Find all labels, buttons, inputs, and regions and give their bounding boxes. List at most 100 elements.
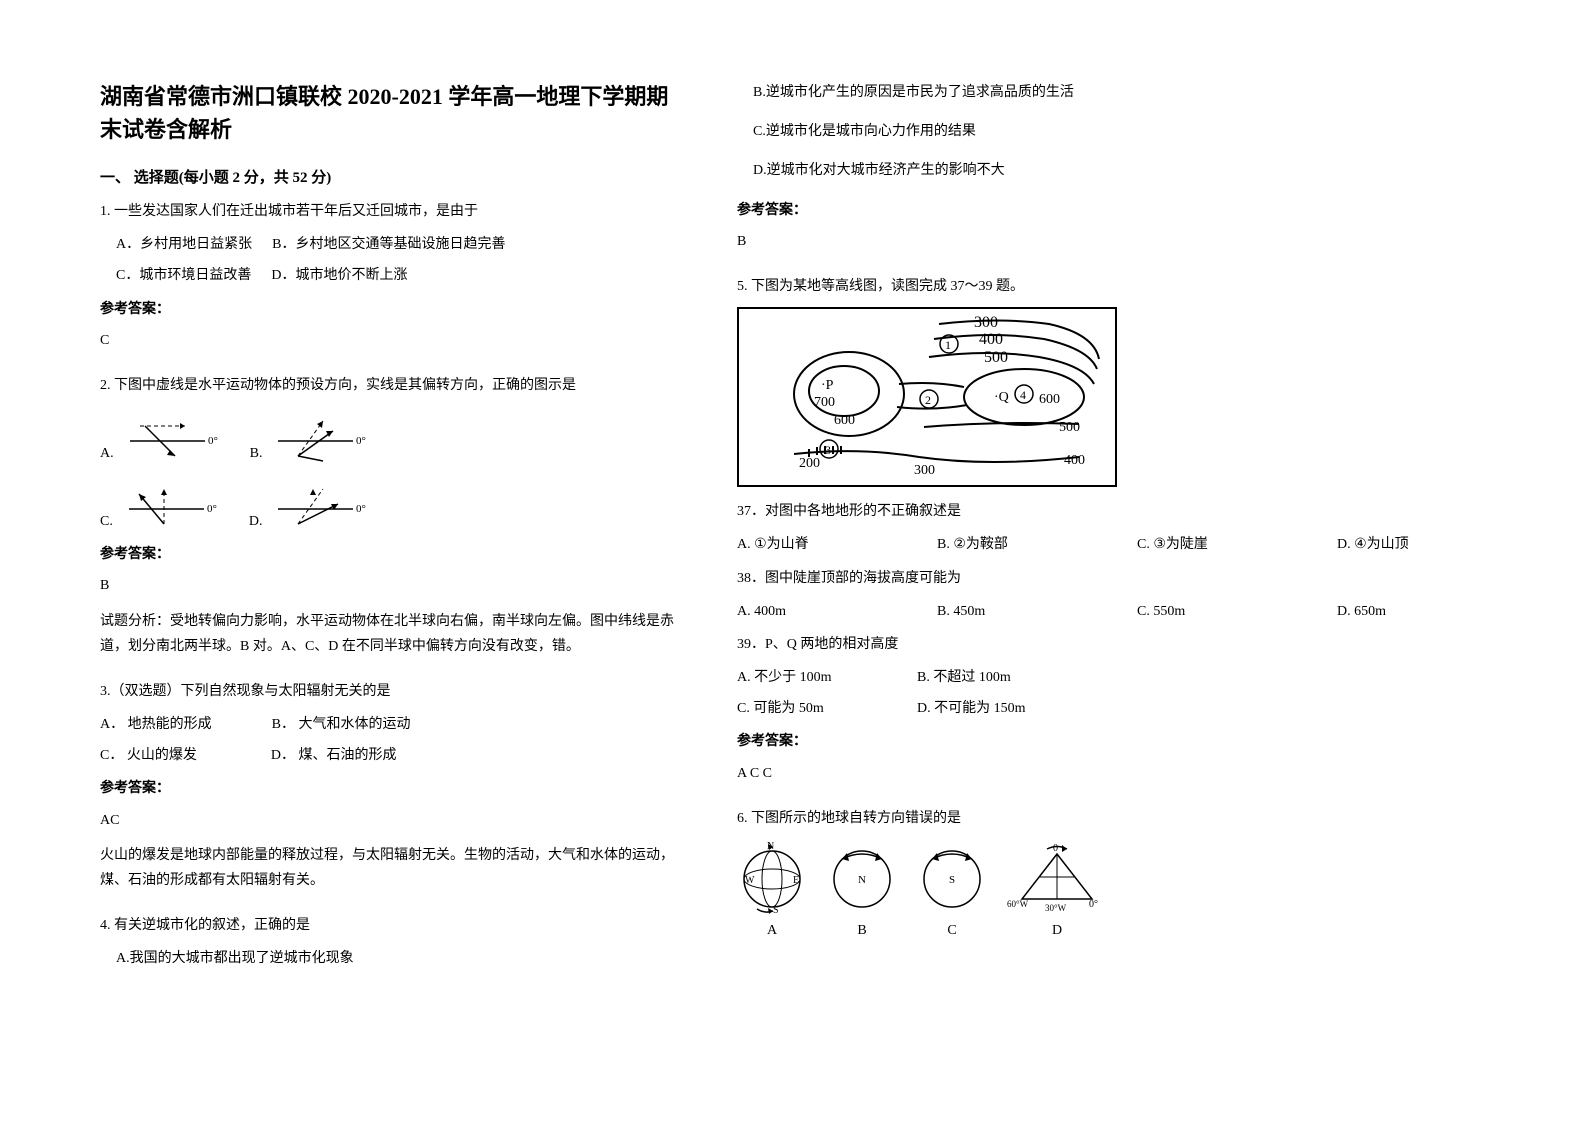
q3-opt-b: B． 大气和水体的运动 bbox=[272, 712, 411, 737]
globe-d: 0 60°W 30°W 0° bbox=[1007, 839, 1107, 914]
q5-37-d: D. ④为山顶 bbox=[1337, 532, 1487, 557]
q1-options: A．乡村用地日益紧张 B．乡村地区交通等基础设施日趋完善 C．城市环境日益改善 … bbox=[100, 232, 677, 288]
q3-answer-label: 参考答案： bbox=[100, 776, 677, 801]
svg-text:1: 1 bbox=[945, 338, 951, 352]
q5-text: 5. 下图为某地等高线图，读图完成 37～39 题。 bbox=[737, 274, 1487, 299]
question-3: 3.（双选题）下列自然现象与太阳辐射无关的是 A． 地热能的形成 B． 大气和水… bbox=[100, 679, 677, 903]
q5-answer-label: 参考答案： bbox=[737, 729, 1487, 754]
q3-answer: AC bbox=[100, 808, 677, 833]
q1-answer-label: 参考答案： bbox=[100, 297, 677, 322]
q5-sub39-text: 39．P、Q 两地的相对高度 bbox=[737, 632, 1487, 657]
q4-opt-b: B.逆城市化产生的原因是市民为了追求高品质的生活 bbox=[753, 80, 1487, 105]
globe-b: N bbox=[827, 839, 897, 914]
svg-text:3: 3 bbox=[825, 443, 831, 457]
q1-opt-a: A．乡村用地日益紧张 bbox=[116, 232, 252, 257]
q2-diagrams-row1: A. 0° B. 0° bbox=[100, 406, 677, 466]
svg-text:W: W bbox=[745, 875, 755, 886]
left-column: 湖南省常德市洲口镇联校 2020-2021 学年高一地理下学期期末试卷含解析 一… bbox=[100, 80, 677, 1082]
section-1-header: 一、 选择题(每小题 2 分，共 52 分) bbox=[100, 166, 677, 187]
svg-text:S: S bbox=[773, 905, 779, 914]
globe-c: S bbox=[917, 839, 987, 914]
svg-text:·P: ·P bbox=[821, 378, 834, 393]
svg-text:500: 500 bbox=[984, 349, 1008, 366]
q5-sub39-options-1: A. 不少于 100m B. 不超过 100m bbox=[737, 665, 1487, 690]
svg-text:500: 500 bbox=[1059, 420, 1080, 435]
q5-sub38-text: 38．图中陡崖顶部的海拔高度可能为 bbox=[737, 566, 1487, 591]
deflection-diagram-b: 0° bbox=[268, 406, 368, 466]
q5-sub39-options-2: C. 可能为 50m D. 不可能为 150m bbox=[737, 696, 1487, 721]
svg-text:200: 200 bbox=[799, 456, 820, 471]
q4-text: 4. 有关逆城市化的叙述，正确的是 bbox=[100, 913, 677, 938]
q3-explanation: 火山的爆发是地球内部能量的释放过程，与太阳辐射无关。生物的活动，大气和水体的运动… bbox=[100, 843, 677, 893]
q4-answer-label: 参考答案： bbox=[737, 198, 1487, 223]
deflection-diagram-a: 0° bbox=[120, 406, 220, 466]
question-5: 5. 下图为某地等高线图，读图完成 37～39 题。 bbox=[737, 274, 1487, 796]
question-1: 1. 一些发达国家人们在迁出城市若干年后又迁回城市，是由于 A．乡村用地日益紧张… bbox=[100, 199, 677, 363]
q2-label-a: A. bbox=[100, 441, 114, 466]
q5-38-a: A. 400m bbox=[737, 599, 937, 624]
q3-opt-c: C． 火山的爆发 bbox=[100, 743, 197, 768]
svg-text:600: 600 bbox=[1039, 392, 1060, 407]
q6-label-b: B bbox=[857, 918, 866, 943]
q5-39-c: C. 可能为 50m bbox=[737, 696, 917, 721]
q6-label-a: A bbox=[767, 918, 777, 943]
svg-text:400: 400 bbox=[1064, 453, 1085, 468]
q5-39-a: A. 不少于 100m bbox=[737, 665, 917, 690]
deflection-diagram-c: 0° bbox=[119, 474, 219, 534]
question-4: 4. 有关逆城市化的叙述，正确的是 A.我国的大城市都出现了逆城市化现象 bbox=[100, 913, 677, 971]
question-4-cont: B.逆城市化产生的原因是市民为了追求高品质的生活 C.逆城市化是城市向心力作用的… bbox=[737, 80, 1487, 264]
svg-text:4: 4 bbox=[1020, 388, 1026, 402]
q1-opt-c: C．城市环境日益改善 bbox=[116, 263, 251, 288]
svg-text:600: 600 bbox=[834, 413, 855, 428]
q5-sub38-options: A. 400m B. 450m C. 550m D. 650m bbox=[737, 599, 1487, 624]
q5-39-d: D. 不可能为 150m bbox=[917, 696, 1097, 721]
contour-300: 300 bbox=[974, 314, 998, 331]
q5-38-c: C. 550m bbox=[1137, 599, 1337, 624]
q1-answer: C bbox=[100, 328, 677, 353]
q5-37-b: B. ②为鞍部 bbox=[937, 532, 1137, 557]
svg-text:300: 300 bbox=[914, 463, 935, 478]
svg-text:N: N bbox=[858, 874, 866, 886]
svg-text:2: 2 bbox=[925, 393, 931, 407]
q5-39-b: B. 不超过 100m bbox=[917, 665, 1097, 690]
q4-opt-c: C.逆城市化是城市向心力作用的结果 bbox=[753, 119, 1487, 144]
q5-sub37-options: A. ①为山脊 B. ②为鞍部 C. ③为陡崖 D. ④为山顶 bbox=[737, 532, 1487, 557]
q2-label-c: C. bbox=[100, 509, 113, 534]
q4-opt-d: D.逆城市化对大城市经济产生的影响不大 bbox=[753, 158, 1487, 183]
globe-a: N W E S bbox=[737, 839, 807, 914]
q6-text: 6. 下图所示的地球自转方向错误的是 bbox=[737, 806, 1487, 831]
svg-text:0°: 0° bbox=[207, 503, 217, 515]
q2-answer-label: 参考答案： bbox=[100, 542, 677, 567]
svg-text:30°W: 30°W bbox=[1045, 903, 1067, 913]
svg-text:0°: 0° bbox=[208, 435, 218, 447]
svg-text:0: 0 bbox=[1053, 843, 1058, 854]
q5-37-a: A. ①为山脊 bbox=[737, 532, 937, 557]
svg-text:0°: 0° bbox=[356, 435, 366, 447]
q2-diagrams-row2: C. 0° D. 0° bbox=[100, 474, 677, 534]
q3-text: 3.（双选题）下列自然现象与太阳辐射无关的是 bbox=[100, 679, 677, 704]
q1-opt-b: B．乡村地区交通等基础设施日趋完善 bbox=[272, 232, 505, 257]
document-title: 湖南省常德市洲口镇联校 2020-2021 学年高一地理下学期期末试卷含解析 bbox=[100, 80, 677, 146]
q5-38-b: B. 450m bbox=[937, 599, 1137, 624]
q2-answer: B bbox=[100, 573, 677, 598]
q2-label-b: B. bbox=[250, 441, 263, 466]
q3-opt-d: D． 煤、石油的形成 bbox=[271, 743, 397, 768]
q1-opt-d: D．城市地价不断上涨 bbox=[271, 263, 407, 288]
svg-text:700: 700 bbox=[814, 395, 835, 410]
q4-answer: B bbox=[737, 229, 1487, 254]
q6-diagrams: N W E S A N B bbox=[737, 839, 1487, 943]
q4-opt-a: A.我国的大城市都出现了逆城市化现象 bbox=[116, 946, 677, 971]
svg-text:0°: 0° bbox=[1089, 899, 1098, 910]
q2-explanation: 试题分析：受地转偏向力影响，水平运动物体在北半球向右偏，南半球向左偏。图中纬线是… bbox=[100, 609, 677, 659]
q6-label-d: D bbox=[1052, 918, 1062, 943]
q5-38-d: D. 650m bbox=[1337, 599, 1487, 624]
svg-text:S: S bbox=[949, 874, 955, 886]
q5-37-c: C. ③为陡崖 bbox=[1137, 532, 1337, 557]
q2-label-d: D. bbox=[249, 509, 263, 534]
svg-text:60°W: 60°W bbox=[1007, 899, 1029, 909]
q5-answer: A C C bbox=[737, 761, 1487, 786]
q3-opt-a: A． 地热能的形成 bbox=[100, 712, 212, 737]
q6-label-c: C bbox=[947, 918, 956, 943]
q5-sub37-text: 37．对图中各地地形的不正确叙述是 bbox=[737, 499, 1487, 524]
svg-text:0°: 0° bbox=[356, 503, 366, 515]
